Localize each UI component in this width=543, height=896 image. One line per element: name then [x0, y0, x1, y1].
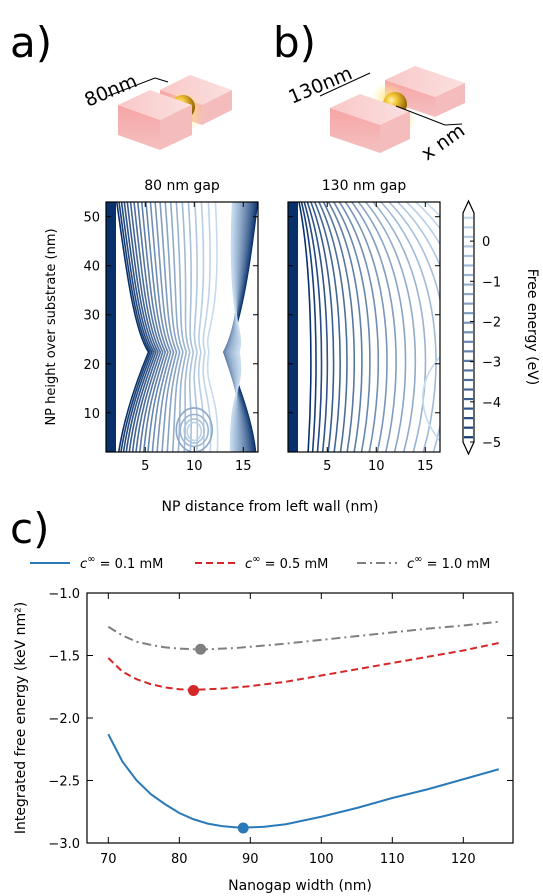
line-chart-y-tick-label: −3.0 — [48, 837, 80, 852]
legend-label-2: c∞ = 1.0 mM — [407, 554, 490, 572]
contour-line — [322, 202, 356, 452]
contour-line — [364, 202, 417, 452]
contour-line — [405, 202, 440, 246]
schematic-130nm-gap: 130nm x nm — [285, 62, 469, 165]
plot-frame-c — [86, 592, 514, 844]
line-chart-x-tick-label: 70 — [100, 852, 117, 867]
panel-a-title: 80 nm gap — [144, 178, 220, 194]
line-chart-y-tick-label: −1.0 — [48, 587, 80, 602]
line-chart-x-tick-label: 120 — [451, 852, 476, 867]
plot-frame-a — [105, 201, 259, 453]
colorbar-label: Free energy (eV) — [524, 269, 540, 386]
legend-label-1: c∞ = 0.5 mM — [245, 554, 328, 572]
contour-loop — [186, 421, 203, 442]
wall-region-a — [106, 202, 116, 452]
series-minimum-marker-1 — [188, 685, 199, 696]
contour-line — [387, 202, 440, 452]
contour-line — [357, 202, 407, 452]
series-minimum-marker-2 — [195, 643, 207, 655]
panel-b-letter: b) — [273, 18, 316, 67]
panel-a-x-tick-label: 5 — [141, 459, 149, 474]
top-y-axis-label: NP height over substrate (nm) — [44, 228, 59, 425]
panel-c-letter: c) — [10, 504, 49, 553]
contour-line — [350, 202, 397, 452]
contour-line — [193, 202, 238, 452]
panel-a-y-tick-label: 10 — [83, 407, 100, 422]
panel-a-y-tick-label: 50 — [83, 211, 100, 226]
contour-line — [306, 202, 329, 452]
offset-label-x-nm: x nm — [417, 120, 469, 165]
contour-line — [317, 202, 348, 452]
panel-a-x-tick-label: 10 — [186, 459, 203, 474]
slab-top-back — [160, 75, 232, 105]
contour-line — [309, 202, 335, 452]
panel-a-y-tick-label: 20 — [83, 358, 100, 373]
contour-line — [414, 202, 440, 230]
colorbar: 0 −1 −2 −3 −4 −5 Free energy (eV) — [462, 199, 540, 456]
line-chart-x-tick-label: 90 — [242, 852, 259, 867]
panel-a-y-tick-label: 30 — [83, 309, 100, 324]
top-x-axis-label: NP distance from left wall (nm) — [162, 499, 379, 515]
colorbar-tick-label: −3 — [482, 356, 501, 371]
colorbar-frame — [462, 199, 475, 456]
series-line-0 — [107, 733, 500, 829]
panel-b-x-tick-label: 15 — [417, 459, 434, 474]
contour-loop — [183, 418, 206, 444]
contour-line — [379, 202, 437, 452]
contour-line — [422, 356, 440, 443]
series-minimum-marker-0 — [237, 822, 249, 834]
colorbar-tick-label: −1 — [482, 275, 501, 290]
contour-line — [298, 202, 312, 452]
line-chart-y-tick-label: −2.5 — [48, 775, 80, 790]
colorbar-tick-label: 0 — [482, 235, 490, 250]
contour-plot-80nm: 5 10 15 10 20 30 40 50 — [83, 201, 259, 474]
plot-frame-b — [287, 201, 441, 453]
slab-top-front — [118, 90, 192, 120]
series-line-2 — [107, 620, 499, 651]
contour-line — [332, 202, 371, 452]
colorbar-tick-label: −5 — [482, 436, 501, 451]
contour-line — [206, 202, 242, 452]
line-chart-y-tick-label: −2.0 — [48, 712, 80, 727]
line-chart-x-tick-label: 100 — [309, 852, 334, 867]
panel-a-letter: a) — [10, 18, 52, 67]
line-chart-x-axis-label: Nanogap width (nm) — [228, 878, 372, 894]
colorbar-tick-label: −4 — [482, 396, 501, 411]
contour-line — [371, 202, 427, 452]
wall-region-b — [288, 202, 298, 452]
contour-plot-130nm: 5 10 15 — [287, 201, 441, 474]
contour-line — [303, 202, 323, 452]
panel-b-title: 130 nm gap — [322, 178, 407, 194]
contour-line — [344, 202, 388, 452]
contour-line — [396, 202, 440, 268]
panel-b-x-tick-label: 5 — [323, 459, 331, 474]
line-chart-y-tick-label: −1.5 — [48, 650, 80, 665]
contour-line — [338, 202, 380, 452]
schematic-80nm-gap: 80nm — [81, 70, 232, 150]
legend-label-0: c∞ = 0.1 mM — [80, 554, 163, 572]
contour-line — [327, 202, 363, 452]
panel-b-x-tick-label: 10 — [368, 459, 385, 474]
panel-a-y-tick-label: 40 — [83, 260, 100, 275]
line-chart-free-energy: 70 80 90 100 110 120 −3.0 −2.5 −2.0 −1.5 −1.0 Inte… — [13, 587, 514, 894]
colorbar-tick-label: −2 — [482, 315, 501, 330]
panel-a-x-tick-label: 15 — [235, 459, 252, 474]
line-chart-x-tick-label: 110 — [380, 852, 405, 867]
line-chart-x-tick-label: 80 — [171, 852, 188, 867]
contour-line — [313, 202, 341, 452]
series-line-1 — [107, 642, 500, 691]
contour-loop — [179, 413, 210, 448]
legend: c∞ = 0.1 mM c∞ = 0.5 mM c∞ = 1.0 mM — [30, 554, 490, 572]
line-chart-y-axis-label: Integrated free energy (keV nm²) — [13, 602, 29, 834]
contour-line — [300, 202, 317, 452]
